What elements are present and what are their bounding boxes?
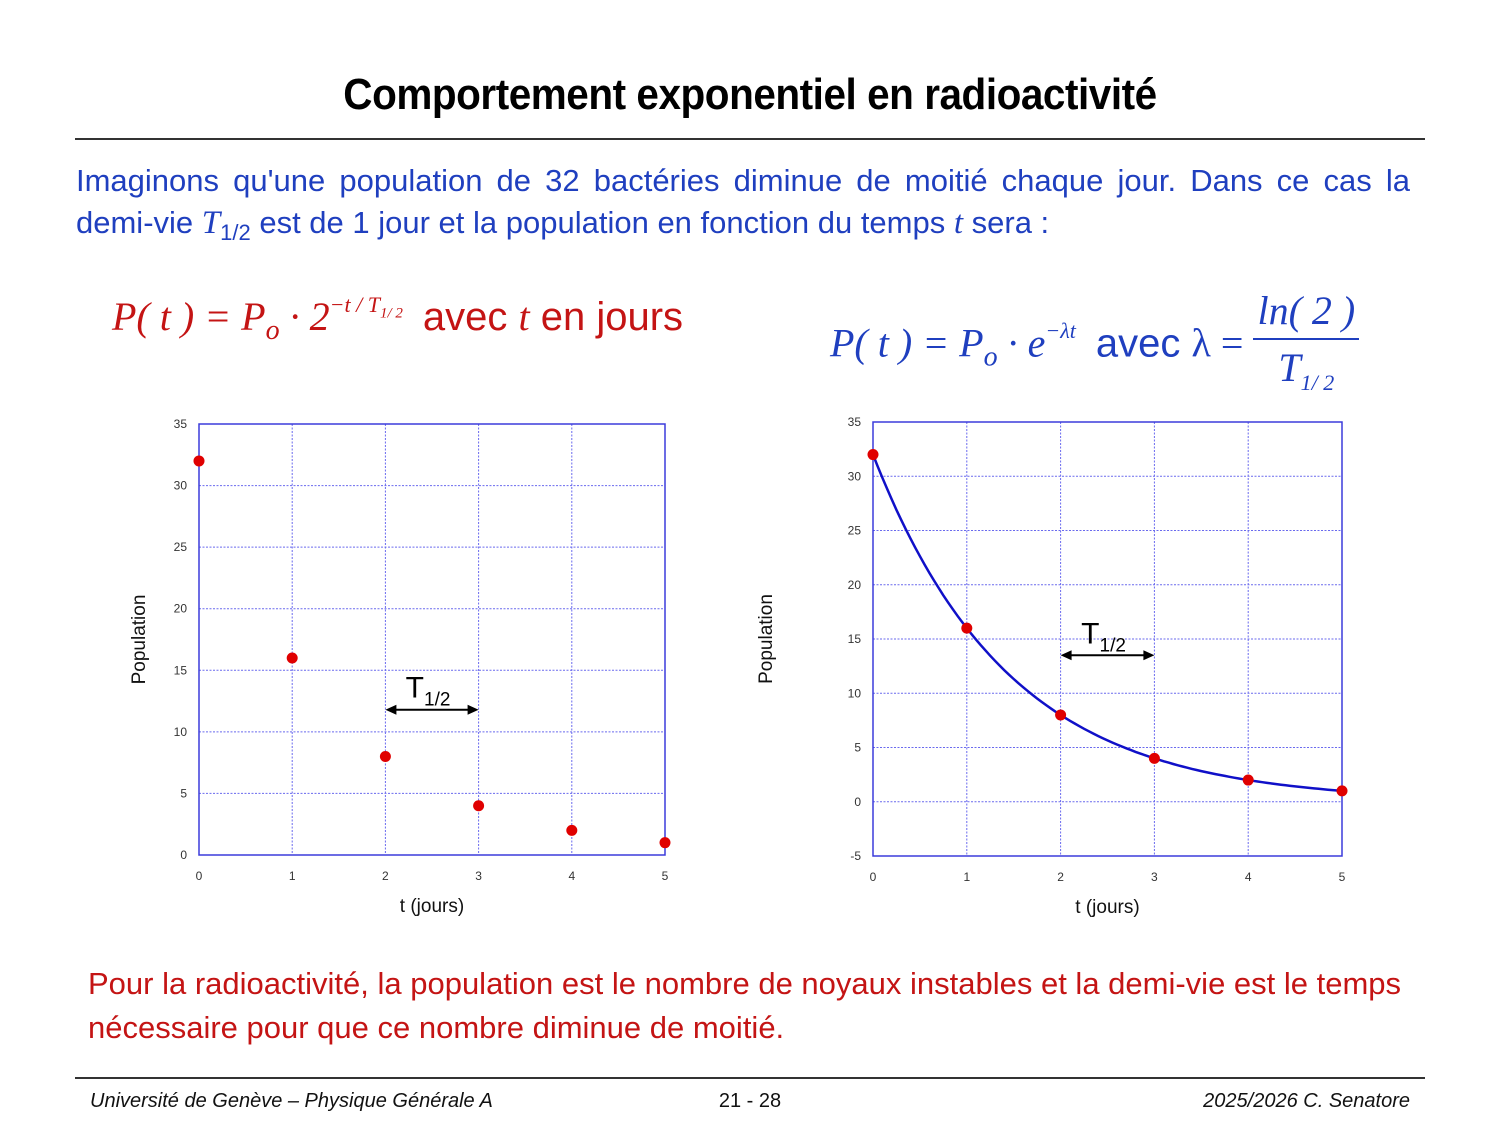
half-life-subscript: 1/2 (220, 220, 251, 246)
eq-left-avec: avec (422, 295, 519, 339)
eq-right-exponent: −λt (1045, 318, 1076, 344)
x-tick-label: 4 (568, 869, 575, 883)
x-tick-label: 5 (662, 869, 669, 883)
x-tick-label: 1 (289, 869, 296, 883)
y-tick-label: 25 (174, 540, 188, 554)
data-point (1148, 752, 1160, 764)
chart1-plot: 0 1 2 3 4 5 0 5 10 15 20 25 30 35 t (jours) Population T… (129, 417, 671, 917)
data-point (1336, 785, 1348, 797)
data-point (193, 455, 205, 467)
y-tick-label: 30 (174, 479, 188, 493)
eq-left-exponent: −t / T (329, 291, 380, 317)
arrow-head-right-icon (467, 704, 479, 715)
y-tick-label: 5 (180, 786, 187, 800)
chart-continuous-decay: 0 1 2 3 4 5 -5 0 5 10 15 20 25 30 35 t (jours) Populatio… (756, 415, 1348, 918)
fraction-numerator: ln( 2 ) (1253, 287, 1360, 340)
arrow-head-left-icon (385, 704, 397, 715)
footer-page-number: 21 - 28 (718, 1090, 782, 1112)
x-tick-label: 1 (963, 870, 970, 884)
x-tick-label: 2 (1057, 870, 1064, 884)
y-tick-label: 0 (854, 795, 861, 809)
y-axis-label: Population (756, 594, 777, 684)
y-tick-label: 15 (174, 663, 188, 677)
denominator-sub: 1/ 2 (1300, 370, 1335, 395)
decay-curve (871, 454, 1343, 793)
intro-text-2: est de 1 jour et la population en foncti… (250, 205, 954, 240)
y-tick-label: 5 (854, 741, 861, 755)
y-tick-label: 20 (848, 578, 862, 592)
data-point (1242, 774, 1254, 786)
data-point (867, 449, 879, 461)
y-tick-label: 35 (174, 417, 188, 431)
half-life-label-sub: 1/2 (1100, 635, 1126, 656)
slide-title: Comportement exponentiel en radioactivit… (343, 70, 1157, 119)
intro-text-3: sera : (963, 205, 1050, 240)
x-axis-label: t (jours) (400, 896, 464, 917)
title-divider (75, 138, 1425, 140)
eq-left-var-t: t (518, 294, 530, 339)
y-tick-label: 10 (848, 686, 862, 700)
intro-text-1: Imaginons qu'une population de 32 bactér… (76, 163, 1410, 240)
y-tick-label: 0 (180, 848, 187, 862)
y-tick-label: 10 (174, 725, 188, 739)
x-tick-label: 2 (382, 869, 389, 883)
intro-paragraph: Imaginons qu'une population de 32 bactér… (76, 160, 1410, 254)
x-tick-label: 0 (870, 870, 877, 884)
chart2-plot: 0 1 2 3 4 5 -5 0 5 10 15 20 25 30 35 t (jours) Populatio… (756, 415, 1348, 918)
arrow-head-left-icon (1060, 650, 1072, 661)
fraction-denominator: T1/ 2 (1253, 340, 1359, 396)
y-tick-label: 15 (848, 632, 862, 646)
x-tick-label: 0 (196, 869, 203, 883)
time-symbol: t (953, 205, 964, 241)
y-tick-label: 20 (174, 602, 188, 616)
x-axis-label: t (jours) (1075, 897, 1139, 918)
radioactivity-note: Pour la radioactivité, la population est… (88, 966, 1402, 1045)
footer-author-year: 2025/2026 C. Senatore (1203, 1090, 1410, 1112)
eq-right-sub-o: o (983, 341, 998, 373)
data-point (1055, 709, 1067, 721)
eq-left-base: · 2 (279, 294, 330, 339)
data-point (659, 837, 671, 849)
half-life-symbol: T (201, 205, 221, 241)
plot-frame (872, 421, 1343, 857)
equation-exponential: P( t ) = Po · e−λt avec λ = ln( 2 ) T1/ … (830, 288, 1360, 402)
y-tick-label: -5 (850, 849, 861, 863)
x-tick-label: 4 (1245, 870, 1252, 884)
data-point (379, 750, 391, 762)
x-tick-label: 3 (1151, 870, 1158, 884)
equation-power-of-two: P( t ) = Po · 2−t / T1/ 2 avec t en jour… (112, 291, 684, 347)
eq-left-lhs: P( t ) = P (112, 294, 266, 339)
half-life-label-sub: 1/2 (424, 690, 450, 711)
data-point (286, 652, 298, 664)
eq-right-base: · e (997, 320, 1046, 366)
footer-institution: Université de Genève – Physique Générale… (90, 1090, 493, 1112)
y-tick-label: 25 (848, 524, 862, 538)
y-tick-label: 35 (848, 415, 862, 429)
footer-divider (75, 1077, 1425, 1079)
data-point (566, 824, 578, 836)
plot-frame (198, 423, 666, 856)
eq-right-lhs: P( t ) = P (830, 320, 984, 366)
eq-left-sub-o: o (265, 315, 280, 346)
eq-right-avec: avec (1095, 321, 1192, 366)
y-tick-label: 30 (848, 469, 862, 483)
arrow-head-right-icon (1143, 650, 1155, 661)
x-tick-label: 3 (475, 869, 482, 883)
lambda-fraction: ln( 2 ) T1/ 2 (1253, 287, 1360, 396)
x-tick-label: 5 (1339, 870, 1346, 884)
data-point (961, 622, 973, 634)
denominator-T: T (1278, 345, 1301, 390)
chart-discrete-decay: 0 1 2 3 4 5 0 5 10 15 20 25 30 35 t (jours) Population T… (129, 417, 671, 917)
eq-left-units: en jours (529, 295, 684, 339)
y-axis-label: Population (129, 595, 150, 685)
eq-right-lambda: λ = (1191, 320, 1244, 366)
eq-left-exponent-sub: 1/ 2 (379, 305, 403, 322)
data-point (473, 800, 485, 812)
half-life-label: T (1081, 617, 1099, 650)
half-life-label: T (406, 672, 424, 705)
